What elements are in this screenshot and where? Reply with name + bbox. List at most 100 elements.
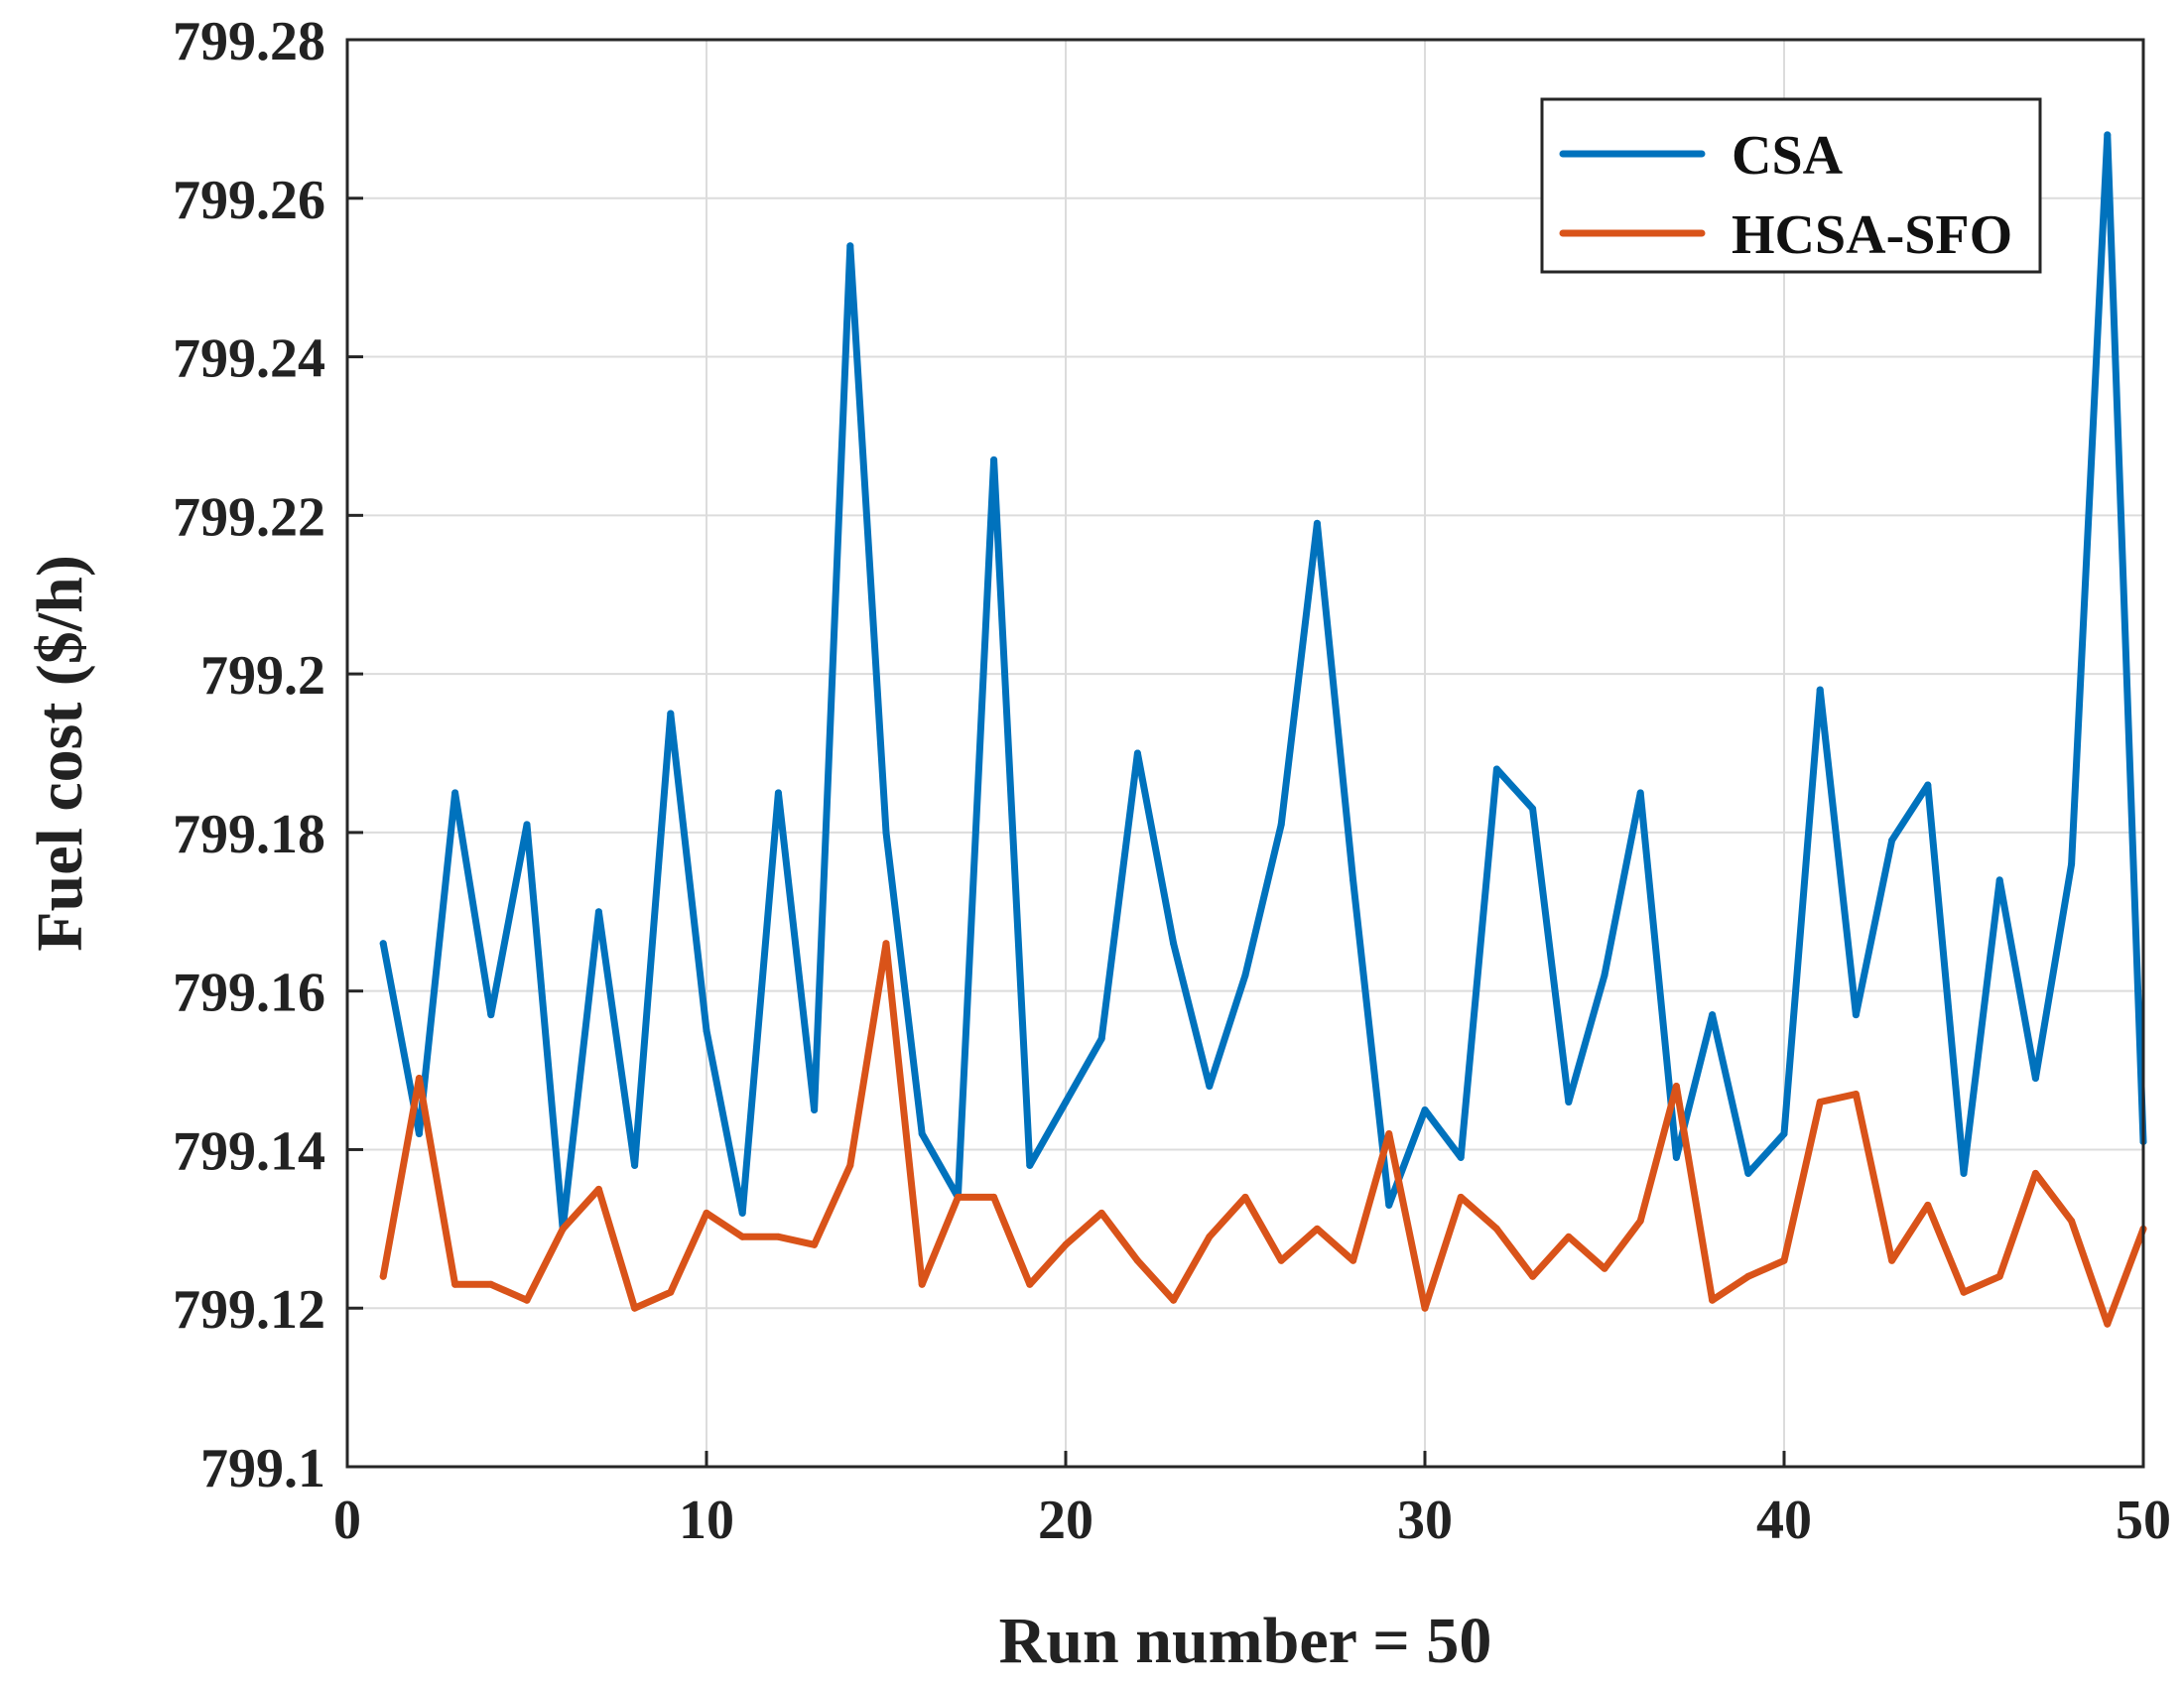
- data-point-hcsa-sfo: [379, 1272, 387, 1280]
- data-point-csa: [1349, 876, 1357, 884]
- data-point-hcsa-sfo: [1744, 1272, 1752, 1280]
- data-point-csa: [1709, 1011, 1717, 1019]
- y-tick-label: 799.14: [173, 1120, 325, 1182]
- y-tick-label: 799.16: [173, 963, 325, 1024]
- data-point-hcsa-sfo: [738, 1233, 746, 1240]
- data-point-csa: [1313, 519, 1321, 527]
- data-point-hcsa-sfo: [594, 1185, 602, 1193]
- data-point-csa: [667, 710, 675, 717]
- data-point-csa: [1492, 765, 1500, 773]
- data-point-csa: [1385, 1201, 1393, 1209]
- data-point-hcsa-sfo: [667, 1288, 675, 1296]
- data-point-hcsa-sfo: [918, 1280, 926, 1288]
- y-tick-label: 799.1: [200, 1438, 325, 1499]
- data-point-hcsa-sfo: [1457, 1193, 1465, 1201]
- data-point-csa: [379, 940, 387, 948]
- data-point-csa: [1960, 1169, 1968, 1177]
- data-point-csa: [882, 829, 890, 837]
- data-point-hcsa-sfo: [954, 1193, 962, 1201]
- y-tick-label: 799.22: [173, 486, 325, 548]
- y-tick-label: 799.18: [173, 804, 325, 865]
- data-point-hcsa-sfo: [1241, 1193, 1249, 1201]
- legend-label-hcsa-sfo: HCSA-SFO: [1732, 204, 2012, 266]
- legend-label-csa: CSA: [1732, 125, 1844, 187]
- data-point-hcsa-sfo: [1492, 1225, 1500, 1233]
- data-point-csa: [738, 1209, 746, 1217]
- data-point-hcsa-sfo: [1385, 1129, 1393, 1137]
- data-point-hcsa-sfo: [1995, 1272, 2003, 1280]
- series-line-hcsa-sfo: [379, 940, 2147, 1328]
- series-line-csa: [379, 131, 2147, 1233]
- data-point-hcsa-sfo: [1565, 1233, 1573, 1240]
- data-point-csa: [1206, 1083, 1214, 1091]
- data-point-hcsa-sfo: [523, 1296, 531, 1304]
- data-point-csa: [1888, 837, 1896, 845]
- data-point-hcsa-sfo: [1672, 1083, 1680, 1091]
- series-csa: [379, 131, 2147, 1233]
- data-point-csa: [1133, 749, 1141, 757]
- data-point-csa: [990, 455, 998, 463]
- x-tick-label: 0: [333, 1490, 361, 1551]
- data-point-csa: [703, 1027, 710, 1035]
- data-point-hcsa-sfo: [1601, 1264, 1608, 1272]
- data-point-hcsa-sfo: [1924, 1201, 1932, 1209]
- data-point-hcsa-sfo: [559, 1225, 567, 1233]
- data-point-hcsa-sfo: [1816, 1099, 1824, 1106]
- data-point-hcsa-sfo: [1133, 1256, 1141, 1264]
- x-tick-label: 50: [2116, 1490, 2171, 1551]
- x-tick-label: 20: [1038, 1490, 1093, 1551]
- data-point-hcsa-sfo: [1960, 1288, 1968, 1296]
- data-point-csa: [1816, 686, 1824, 694]
- data-point-hcsa-sfo: [1636, 1217, 1644, 1225]
- data-point-hcsa-sfo: [846, 1161, 854, 1169]
- data-point-hcsa-sfo: [1349, 1256, 1357, 1264]
- data-point-csa: [523, 821, 531, 829]
- data-point-hcsa-sfo: [2104, 1320, 2112, 1328]
- data-point-hcsa-sfo: [2031, 1169, 2039, 1177]
- y-tick-label: 799.26: [173, 170, 325, 231]
- data-point-csa: [918, 1129, 926, 1137]
- grid: [346, 39, 2144, 1468]
- data-point-csa: [1529, 805, 1537, 813]
- data-point-hcsa-sfo: [1780, 1256, 1788, 1264]
- data-point-csa: [1601, 972, 1608, 979]
- data-point-csa: [1995, 876, 2003, 884]
- data-point-csa: [1924, 781, 1932, 789]
- data-point-hcsa-sfo: [1170, 1296, 1178, 1304]
- data-point-csa: [1457, 1153, 1465, 1161]
- y-tick-label: 799.2: [200, 645, 325, 707]
- data-point-csa: [811, 1106, 819, 1113]
- series-layer: [379, 131, 2147, 1328]
- data-point-hcsa-sfo: [703, 1209, 710, 1217]
- data-point-csa: [415, 1129, 423, 1137]
- data-point-hcsa-sfo: [1097, 1209, 1105, 1217]
- data-point-hcsa-sfo: [2068, 1217, 2076, 1225]
- data-point-csa: [2104, 131, 2112, 139]
- data-point-hcsa-sfo: [1709, 1296, 1717, 1304]
- y-tick-label: 799.28: [173, 11, 325, 72]
- x-tick-label: 10: [679, 1490, 734, 1551]
- data-point-csa: [1672, 1153, 1680, 1161]
- legend: CSA HCSA-SFO: [1540, 97, 2042, 274]
- data-point-hcsa-sfo: [415, 1075, 423, 1083]
- data-point-hcsa-sfo: [1206, 1233, 1214, 1240]
- data-point-hcsa-sfo: [1852, 1091, 1860, 1099]
- data-point-csa: [1421, 1106, 1429, 1113]
- data-point-hcsa-sfo: [882, 940, 890, 948]
- legend-box: [1540, 97, 2042, 274]
- data-point-csa: [1026, 1161, 1034, 1169]
- data-point-csa: [1636, 789, 1644, 797]
- series-hcsa-sfo: [379, 940, 2147, 1328]
- x-tick-label: 30: [1397, 1490, 1453, 1551]
- data-point-csa: [1097, 1035, 1105, 1043]
- data-point-hcsa-sfo: [487, 1280, 495, 1288]
- data-point-hcsa-sfo: [990, 1193, 998, 1201]
- data-point-hcsa-sfo: [1529, 1272, 1537, 1280]
- axes-box: [345, 38, 2145, 1469]
- data-point-hcsa-sfo: [1277, 1256, 1285, 1264]
- y-tick-label: 799.12: [173, 1279, 325, 1341]
- data-point-hcsa-sfo: [1421, 1304, 1429, 1312]
- data-point-hcsa-sfo: [631, 1304, 639, 1312]
